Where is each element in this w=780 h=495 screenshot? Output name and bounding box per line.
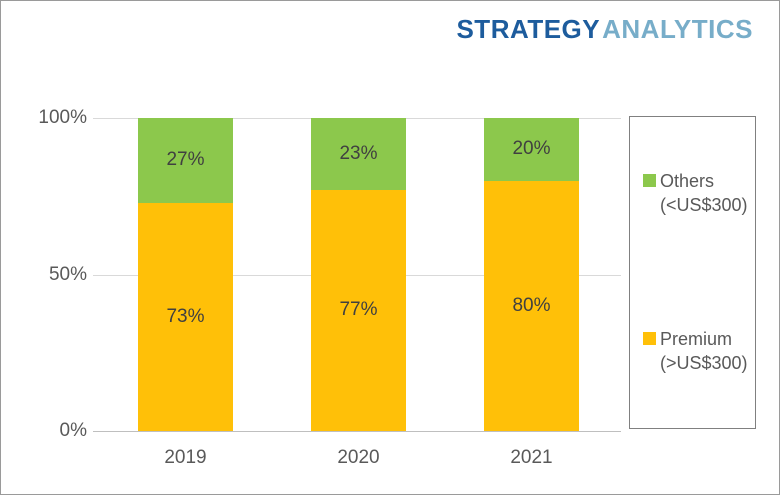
legend: Others (<US$300) Premium (>US$300): [629, 116, 756, 429]
bar-segment-others-2021: 20%: [484, 118, 579, 181]
data-label: 27%: [166, 149, 205, 171]
bar-segment-premium-2019: 73%: [138, 202, 233, 431]
logo-word-analytics: ANALYTICS: [602, 14, 753, 44]
legend-entry-others: Others (<US$300): [643, 169, 748, 217]
y-tick-label-100: 100%: [38, 107, 87, 128]
legend-label: Premium (>US$300): [660, 329, 748, 373]
legend-label: Others (<US$300): [660, 171, 748, 215]
bar-segment-others-2019: 27%: [138, 118, 233, 203]
x-tick-label-2020: 2020: [337, 447, 380, 468]
x-axis-line: [93, 431, 621, 432]
y-tick-label-50: 50%: [48, 263, 87, 285]
x-tick-label-2019: 2019: [164, 447, 207, 468]
bar-2021: 20% 80%: [484, 118, 579, 431]
strategy-analytics-logo: STRATEGYANALYTICS: [456, 14, 753, 44]
bar-segment-others-2020: 23%: [311, 118, 406, 190]
bar-2019: 27% 73%: [138, 118, 233, 431]
bar-segment-premium-2020: 77%: [311, 189, 406, 431]
data-label: 73%: [166, 305, 205, 327]
data-label: 20%: [512, 138, 551, 160]
y-tick-label-0: 0%: [59, 420, 87, 441]
x-tick-label-2021: 2021: [510, 447, 553, 468]
legend-entry-premium: Premium (>US$300): [643, 327, 748, 375]
bar-segment-premium-2021: 80%: [484, 180, 579, 431]
data-label: 23%: [339, 142, 378, 164]
logo-word-strategy: STRATEGY: [456, 14, 601, 44]
data-label: 77%: [339, 299, 378, 321]
legend-swatch-premium: [643, 332, 656, 345]
data-label: 80%: [512, 294, 551, 316]
legend-swatch-others: [643, 174, 656, 187]
bar-2020: 23% 77%: [311, 118, 406, 431]
